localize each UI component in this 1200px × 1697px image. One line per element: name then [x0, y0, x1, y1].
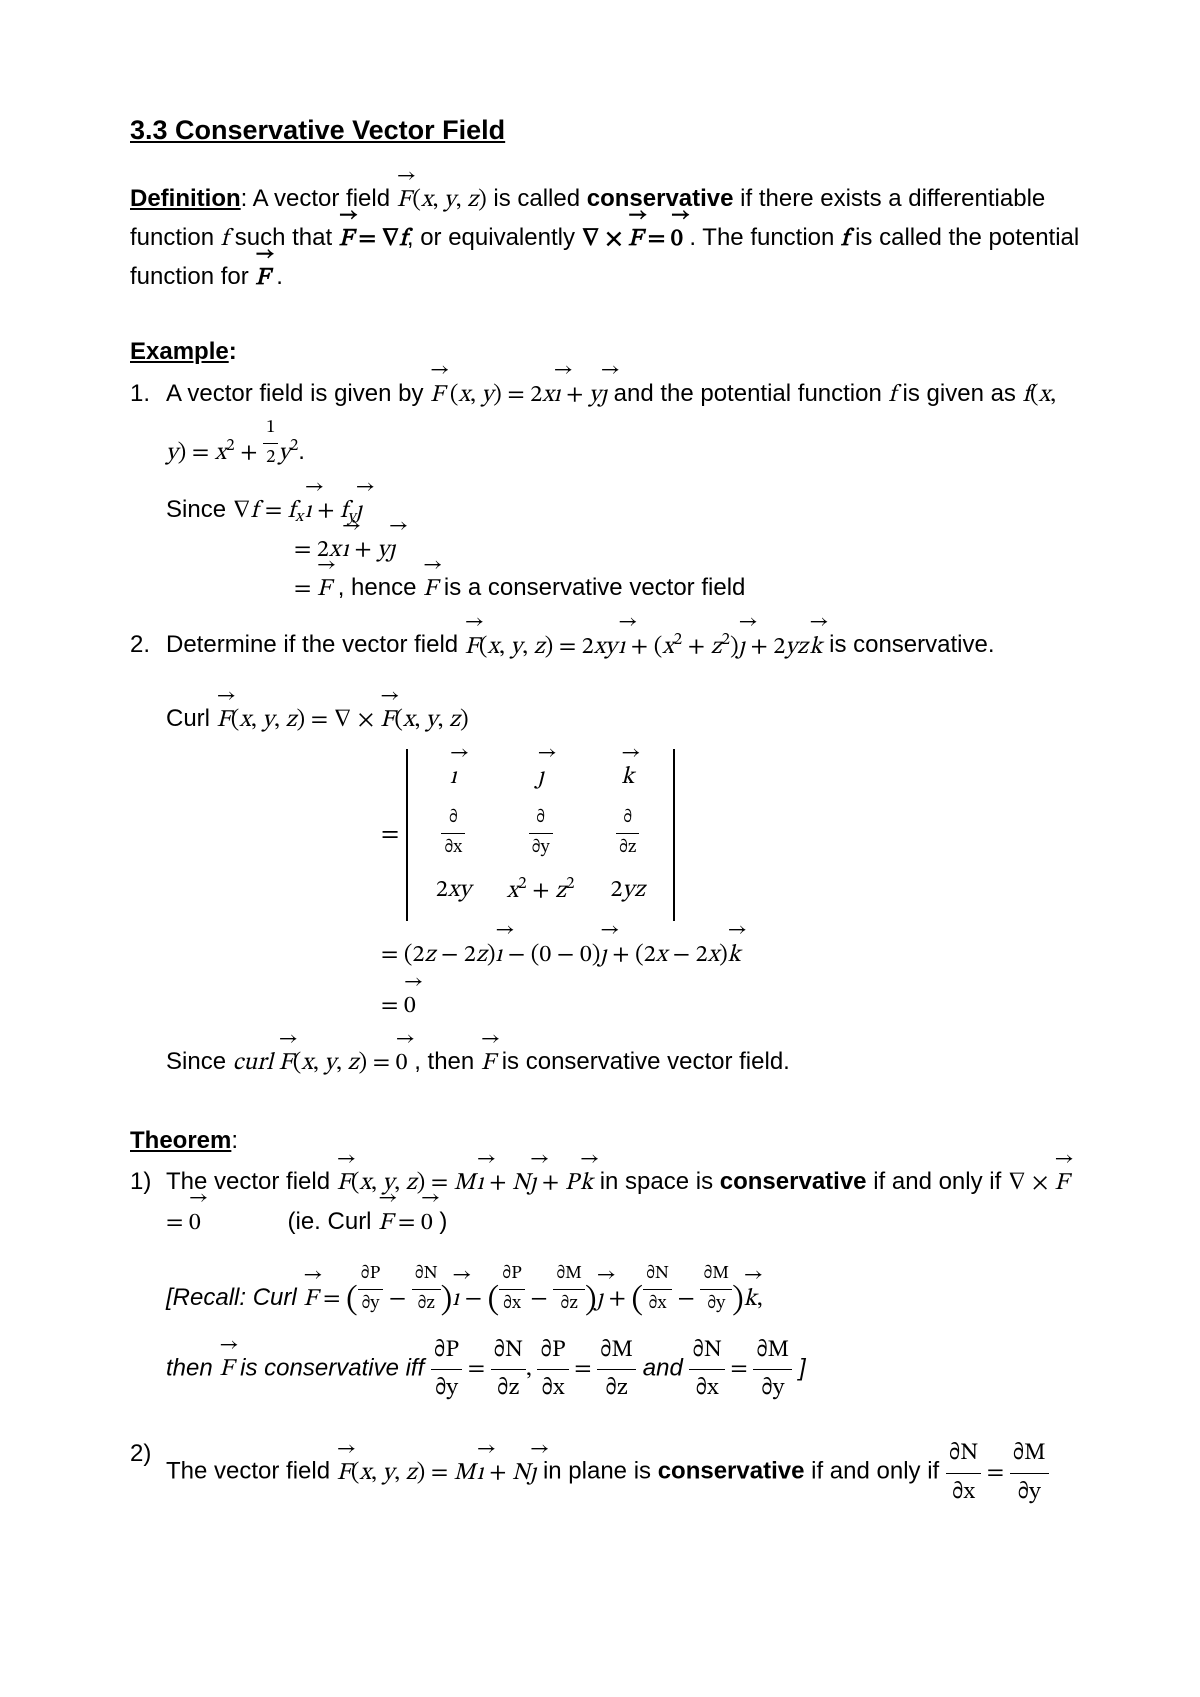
definition-label: Definition [130, 185, 241, 212]
ex1-derivation: Since ∇f = fx →ı + fy→ȷ = 2x →ı + y→ȷ = … [166, 491, 1080, 609]
example-list: 1. A vector field is given by →F (x, y) … [130, 375, 1080, 1083]
theorem-item-1: 1) The vector field →F(x, y, z) = M →ı +… [130, 1163, 1080, 1407]
theorem-list: 1) The vector field →F(x, y, z) = M →ı +… [130, 1163, 1080, 1510]
recall-block: [Recall: Curl →F = (∂P∂y − ∂N∂z)→ı − (∂P… [166, 1260, 1080, 1408]
theorem-heading: Theorem: [130, 1122, 1080, 1159]
example-item-1: 1. A vector field is given by →F (x, y) … [130, 375, 1080, 609]
ex2-derivation: Curl →F(x, y, z) = ∇ × →F(x, y, z) = →ı … [166, 700, 1080, 1025]
determinant: →ı →ȷ →k ∂∂x ∂∂y ∂∂z 2xy x2 [406, 749, 675, 921]
ex2-statement: Determine if the vector field →F(x, y, z… [166, 626, 1080, 665]
document-page: 3.3 Conservative Vector Field Definition… [0, 0, 1200, 1697]
section-title: 3.3 Conservative Vector Field [130, 110, 1080, 152]
ex1-statement: A vector field is given by →F (x, y) = 2… [166, 375, 1080, 473]
definition-paragraph: Definition: A vector field →F (x, y, z) … [130, 180, 1080, 298]
theorem-item-2: 2) The vector field →F(x, y, z) = M →ı +… [130, 1435, 1080, 1510]
example-item-2: 2. Determine if the vector field →F(x, y… [130, 626, 1080, 1082]
ex2-conclusion: Since curl →F(x, y, z) = →0 , then →F is… [166, 1043, 1080, 1082]
